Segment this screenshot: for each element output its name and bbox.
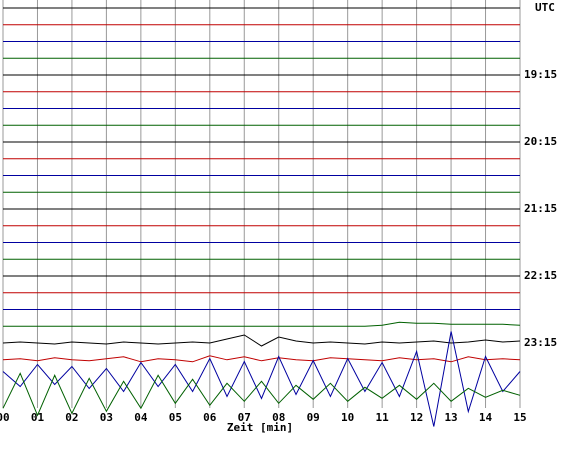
x-tick-label: 08 (272, 411, 285, 424)
x-tick-label: 10 (341, 411, 354, 424)
trace (2, 331, 521, 427)
trace (2, 372, 521, 417)
hour-label: 23:15 (524, 336, 557, 349)
hour-label: 20:15 (524, 135, 557, 148)
x-tick-label: 13 (444, 411, 457, 424)
x-tick-label: 07 (238, 411, 251, 424)
x-tick-label: 12 (410, 411, 423, 424)
x-tick-label: 00 (0, 411, 10, 424)
x-tick-label: 11 (376, 411, 390, 424)
x-tick-label: 03 (100, 411, 113, 424)
x-tick-label: 04 (134, 411, 148, 424)
x-tick-label: 15 (513, 411, 526, 424)
trace (3, 321, 521, 327)
utc-label: UTC (535, 1, 555, 14)
x-tick-label: 05 (169, 411, 182, 424)
x-tick-label: 01 (31, 411, 45, 424)
trace (2, 334, 521, 347)
hour-label: 22:15 (524, 269, 557, 282)
hour-label: 21:15 (524, 202, 557, 215)
x-tick-label: 06 (203, 411, 217, 424)
x-tick-label: 02 (65, 411, 78, 424)
x-axis-label: Zeit [min] (227, 421, 293, 434)
hour-label: 19:15 (524, 68, 557, 81)
trace (2, 355, 521, 363)
x-tick-label: 09 (307, 411, 320, 424)
x-tick-label: 14 (479, 411, 493, 424)
